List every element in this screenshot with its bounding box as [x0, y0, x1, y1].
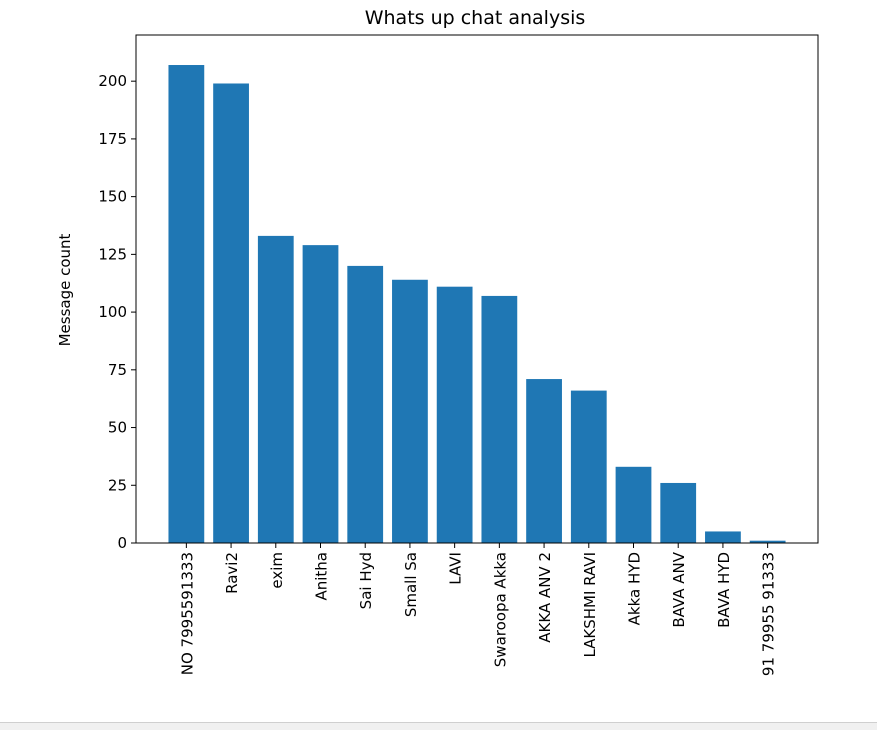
y-tick-label: 200	[98, 72, 127, 90]
x-tick-label: LAVI	[447, 552, 465, 585]
x-tick-label: Ravi2	[223, 552, 241, 594]
chart-title: Whats up chat analysis	[365, 7, 586, 29]
x-tick-label: Small Sa	[402, 552, 420, 617]
y-tick-label: 75	[108, 361, 127, 379]
y-tick-label: 100	[98, 303, 127, 321]
x-tick-label: Akka HYD	[626, 552, 644, 625]
bar-10	[615, 466, 652, 543]
y-tick-label: 0	[117, 534, 127, 552]
bar-2	[257, 235, 294, 543]
y-axis-ticks: 0 25 50 75 100 125 150 175 200	[98, 72, 136, 552]
bar-7	[481, 295, 518, 543]
window-bottom-strip	[0, 722, 877, 730]
bar-0	[168, 65, 205, 543]
bar-9	[570, 390, 607, 543]
x-tick-label: BAVA ANV	[670, 551, 688, 627]
bar-8	[526, 379, 562, 543]
x-tick-label: LAKSHMI RAVI	[581, 552, 599, 658]
x-tick-label: NO 7995591333	[178, 552, 196, 675]
x-tick-label: BAVA HYD	[715, 552, 733, 628]
bar-3	[302, 245, 339, 544]
bar-13	[749, 540, 786, 543]
plot-frame	[135, 34, 819, 544]
bar-5	[392, 279, 428, 543]
bar-4	[347, 265, 384, 543]
x-tick-label: exim	[268, 552, 286, 589]
x-tick-label: Sai Hyd	[357, 552, 375, 609]
bar-11	[660, 482, 697, 543]
y-tick-label: 150	[98, 188, 127, 206]
y-tick-label: 25	[108, 476, 127, 494]
y-axis-label: Message count	[56, 233, 74, 346]
bar-12	[705, 531, 741, 543]
x-tick-label: 91 79955 91333	[760, 552, 778, 676]
x-tick-label: Anitha	[313, 552, 331, 601]
bar-1	[213, 83, 249, 543]
bar-6	[436, 286, 473, 543]
x-tick-label: Swaroopa Akka	[491, 552, 509, 667]
bars-group	[168, 65, 786, 544]
y-tick-label: 175	[98, 130, 127, 148]
x-tick-label: AKKA ANV 2	[536, 552, 554, 643]
x-axis-ticks: NO 7995591333 Ravi2 exim Anitha Sai Hyd Small…	[178, 543, 778, 676]
y-tick-label: 125	[98, 245, 127, 263]
y-tick-label: 50	[108, 419, 127, 437]
